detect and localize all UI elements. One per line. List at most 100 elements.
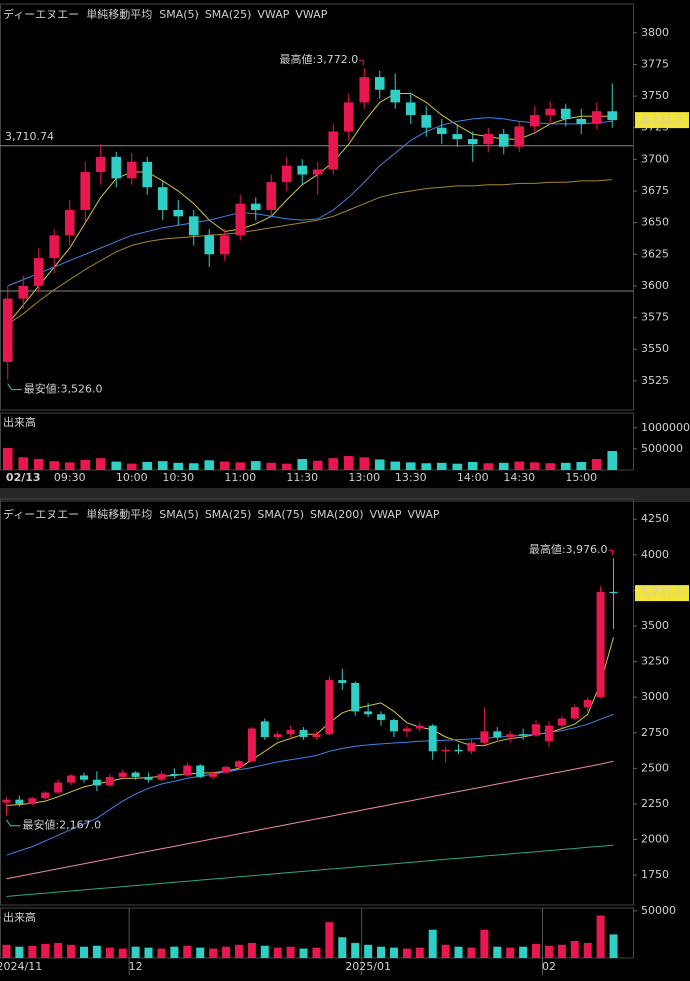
volume-bar xyxy=(235,462,246,470)
volume-bar xyxy=(390,461,401,470)
last-price-label: 3,731.0 xyxy=(641,586,683,599)
candle-body xyxy=(532,724,541,736)
y-tick-label: 4250 xyxy=(641,512,669,525)
volume-bar xyxy=(493,946,502,958)
volume-bar xyxy=(529,462,540,470)
candle-body xyxy=(281,165,292,183)
candle-body xyxy=(390,89,401,103)
volume-tick-label: 1000000 xyxy=(641,421,690,434)
candle-body xyxy=(80,172,91,210)
volume-bar xyxy=(79,946,88,958)
candle-body xyxy=(405,102,416,116)
volume-bar xyxy=(297,459,308,470)
volume-bar xyxy=(183,945,192,958)
candle-body xyxy=(325,680,334,735)
volume-label: 出来高 xyxy=(3,415,36,429)
candle-body xyxy=(54,782,63,793)
volume-bar xyxy=(325,922,334,958)
candle-body xyxy=(273,734,282,738)
volume-bar xyxy=(105,947,114,958)
volume-bar xyxy=(18,457,29,470)
candle-body xyxy=(607,111,618,121)
candle-body xyxy=(389,719,398,732)
low-arrow xyxy=(6,819,21,827)
legend-entry: SMA(75) xyxy=(257,508,304,521)
chart-title: ディーエヌエー xyxy=(3,7,79,21)
candle-body xyxy=(15,799,24,804)
legend-entry: SMA(200) xyxy=(310,508,364,521)
candle-body xyxy=(2,298,13,362)
candle-body xyxy=(609,591,618,594)
volume-bar xyxy=(204,460,215,470)
candle-body xyxy=(452,134,463,140)
candle-body xyxy=(33,258,44,286)
volume-bar xyxy=(480,929,489,958)
volume-bar xyxy=(219,461,230,470)
candle-body xyxy=(79,775,88,780)
candle-body xyxy=(343,102,354,132)
volume-bar xyxy=(374,459,385,470)
volume-bar xyxy=(28,945,37,958)
volume-bar xyxy=(142,461,153,470)
candle-body xyxy=(67,775,76,783)
candle-body xyxy=(196,765,205,777)
low-arrow xyxy=(7,383,22,391)
y-tick-label: 3700 xyxy=(641,152,669,165)
y-tick-label: 2250 xyxy=(641,797,669,810)
volume-bar xyxy=(498,462,509,470)
volume-bar xyxy=(519,946,528,958)
indicator-line xyxy=(7,93,613,325)
chart-subtitle: 単純移動平均 xyxy=(86,507,152,521)
candle-body xyxy=(583,700,592,708)
volume-bar xyxy=(514,461,525,470)
candle-body xyxy=(250,203,261,210)
candle-body xyxy=(170,774,179,776)
volume-bar xyxy=(54,942,63,958)
volume-bar xyxy=(111,461,122,470)
candle-body xyxy=(441,749,450,752)
candle-body xyxy=(142,161,153,188)
volume-bar xyxy=(343,456,354,470)
legend-entry: SMA(25) xyxy=(205,508,252,521)
candle-body xyxy=(415,725,424,729)
volume-bar xyxy=(80,459,91,470)
volume-bar xyxy=(2,944,11,958)
x-tick-label: 12 xyxy=(129,960,143,973)
x-tick-label: 11:00 xyxy=(224,471,256,484)
y-tick-label: 2750 xyxy=(641,726,669,739)
y-tick-label: 3250 xyxy=(641,655,669,668)
candle-body xyxy=(92,779,101,786)
volume-bar xyxy=(312,947,321,958)
volume-bar xyxy=(157,948,166,958)
volume-bar xyxy=(389,947,398,958)
volume-bar xyxy=(15,946,24,958)
x-tick-label: 15:00 xyxy=(565,471,597,484)
volume-bar xyxy=(532,943,541,958)
candle-body xyxy=(49,235,60,259)
volume-bar xyxy=(67,944,76,958)
volume-bar xyxy=(560,462,571,470)
candle-body xyxy=(286,729,295,735)
y-tick-label: 3650 xyxy=(641,216,669,229)
volume-bar xyxy=(273,947,282,958)
volume-bar xyxy=(281,463,292,470)
candle-body xyxy=(359,77,370,103)
candle-body xyxy=(454,749,463,752)
volume-bar xyxy=(570,941,579,958)
candle-body xyxy=(338,680,347,683)
x-tick-label: 11:30 xyxy=(286,471,318,484)
volume-bar xyxy=(188,463,199,470)
candle-body xyxy=(173,210,184,217)
y-tick-label: 3550 xyxy=(641,342,669,355)
legend-entry: VWAP xyxy=(295,8,327,21)
candle-body xyxy=(18,285,29,299)
volume-bar xyxy=(131,946,140,958)
y-tick-label: 3800 xyxy=(641,26,669,39)
volume-bar xyxy=(506,947,515,958)
candle-body xyxy=(560,108,571,119)
candle-body xyxy=(111,156,122,179)
candle-body xyxy=(219,235,230,255)
candle-body xyxy=(467,139,478,145)
candle-body xyxy=(118,772,127,777)
